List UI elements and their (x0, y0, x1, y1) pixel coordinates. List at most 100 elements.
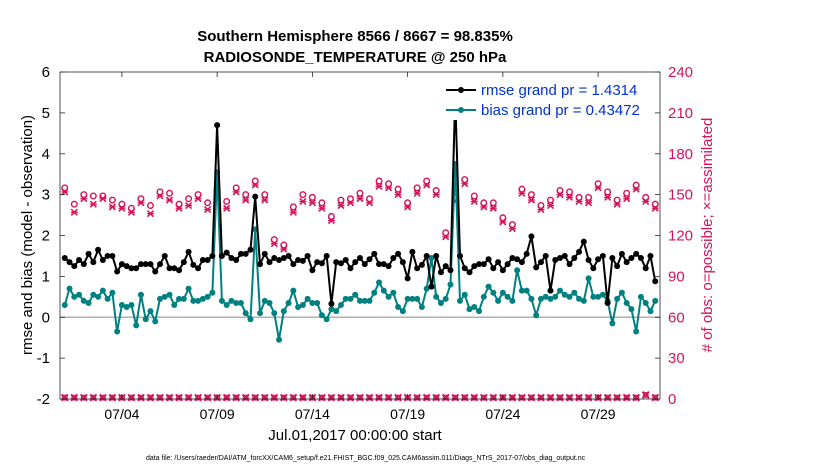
bias-point (461, 291, 468, 298)
obs-bottom-marker-stroke (613, 393, 622, 402)
obs-possible-marker (61, 184, 69, 192)
obs-assimilated-marker (185, 201, 193, 210)
obs-bottom-marker-ring (223, 394, 230, 401)
rmse-point (409, 248, 416, 255)
bias-point (295, 304, 302, 311)
bias-point (199, 295, 206, 302)
obs-assimilated-marker (280, 245, 288, 253)
bias-point (595, 293, 602, 300)
bias-point (576, 295, 583, 302)
obs-possible-marker (518, 185, 526, 193)
bias-point (166, 291, 173, 298)
plot-layer (60, 93, 660, 402)
obs-assimilated-marker (556, 191, 564, 199)
rmse-point (295, 257, 302, 264)
obs-bottom-marker-stroke (108, 393, 117, 402)
bias-point (557, 287, 563, 294)
obs-bottom-marker (479, 393, 488, 402)
bias-point (314, 299, 321, 306)
obs-bottom-marker-stroke (527, 393, 536, 402)
rmse-point (66, 259, 73, 266)
rmse-point (342, 257, 349, 264)
rmse-point (495, 259, 502, 266)
legend-rmse-marker (458, 87, 464, 93)
bias-point (376, 279, 383, 286)
obs-bottom-marker-ring (176, 394, 183, 401)
rmse-point (328, 300, 335, 307)
rmse-point (190, 261, 197, 268)
rmse-point (533, 264, 540, 271)
obs-assimilated-marker (204, 206, 212, 214)
bias-point (142, 316, 149, 323)
bias-point (552, 293, 559, 300)
rmse-point (461, 265, 468, 272)
obs-possible-marker (80, 191, 88, 199)
rmse-point (485, 256, 492, 263)
bias-point (542, 293, 549, 300)
obs-bottom-marker-stroke (441, 393, 450, 402)
bias-point (471, 304, 478, 311)
obs-bottom-marker (232, 393, 241, 402)
x-tick-label: 07/09 (200, 406, 235, 422)
rmse-point (590, 265, 597, 272)
obs-assimilated-marker (527, 196, 535, 204)
obs-possible-marker (546, 196, 554, 204)
rmse-point (290, 261, 297, 268)
bias-point (318, 312, 325, 319)
rmse-point (466, 269, 473, 276)
y-right-tick-label: 180 (668, 146, 693, 163)
bias-point (342, 295, 349, 302)
bias-point (380, 287, 387, 294)
obs-bottom-marker-ring (623, 394, 630, 401)
obs-assimilated-marker (585, 199, 593, 207)
rmse-point (618, 250, 625, 257)
bias-point (528, 295, 535, 302)
obs-bottom-marker-ring (576, 394, 583, 401)
rmse-point (195, 265, 202, 272)
obs-possible-marker (346, 195, 354, 203)
obs-bottom-marker-ring (357, 394, 364, 401)
y-left-tick-label: 4 (42, 146, 50, 163)
obs-bottom-marker-ring (80, 394, 87, 401)
rmse-point (509, 254, 516, 261)
obs-bottom-marker (489, 393, 498, 402)
bias-point (228, 297, 235, 304)
bias-point (280, 308, 287, 315)
obs-bottom-marker (260, 393, 269, 402)
rmse-point (114, 268, 121, 275)
obs-bottom-marker-ring (376, 394, 383, 401)
obs-bottom-marker-stroke (89, 393, 98, 402)
obs-possible-marker (442, 229, 450, 237)
rmse-point (185, 248, 192, 255)
rmse-point (366, 256, 373, 263)
legend-rmse-label: rmse grand pr = 1.4314 (481, 82, 637, 99)
obs-bottom-marker-stroke (356, 393, 364, 402)
y-left-tick-label: 5 (42, 105, 50, 122)
obs-assimilated-marker (156, 192, 164, 200)
legend-bias-label: bias grand pr = 0.43472 (481, 102, 640, 119)
rmse-point (476, 261, 483, 268)
obs-assimilated-marker (442, 233, 450, 241)
obs-bottom-marker-stroke (146, 393, 155, 402)
bias-point (495, 297, 502, 304)
bias-point (261, 297, 268, 304)
obs-bottom-marker-ring (480, 394, 487, 401)
obs-bottom-marker (89, 393, 98, 402)
obs-bottom-marker-ring (585, 394, 592, 401)
obs-assimilated-marker (518, 189, 526, 197)
bias-point (157, 295, 163, 302)
bias-point (133, 322, 140, 329)
obs-possible-marker (356, 189, 364, 197)
bias-point (137, 291, 144, 298)
rmse-point (76, 257, 83, 264)
obs-bottom-marker-ring (642, 391, 649, 398)
obs-assimilated-marker (356, 195, 364, 203)
obs-assimilated-marker (118, 204, 126, 212)
obs-possible-marker (194, 191, 202, 199)
obs-assimilated-marker (242, 196, 250, 204)
obs-possible-marker (146, 202, 154, 210)
chart-title-line1: Southern Hemisphere 8566 / 8667 = 98.835… (197, 28, 513, 45)
obs-bottom-marker-stroke (60, 393, 69, 402)
obs-assimilated-marker (613, 200, 621, 208)
